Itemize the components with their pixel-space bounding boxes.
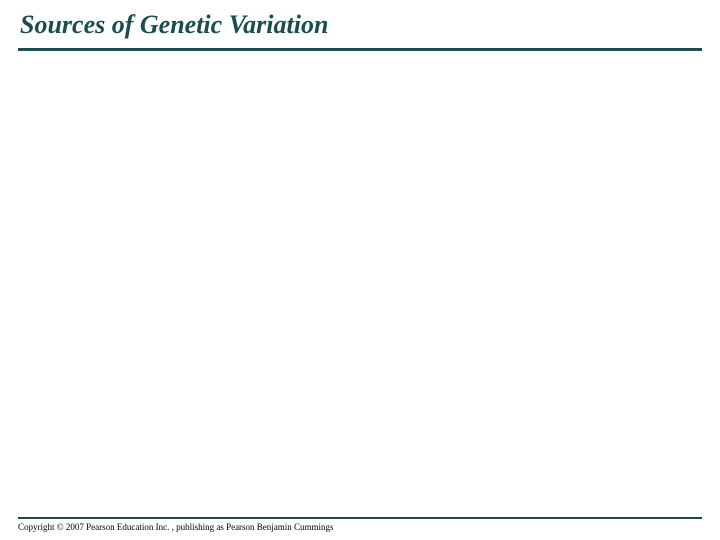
title-section: Sources of Genetic Variation: [18, 10, 702, 55]
title-divider: [18, 48, 702, 51]
slide-title: Sources of Genetic Variation: [18, 10, 702, 46]
footer-divider: [18, 517, 702, 519]
copyright-text: Copyright © 2007 Pearson Education Inc. …: [18, 521, 702, 532]
content-area: [18, 55, 702, 517]
slide-container: Sources of Genetic Variation Copyright ©…: [0, 0, 720, 540]
footer-section: Copyright © 2007 Pearson Education Inc. …: [18, 517, 702, 532]
